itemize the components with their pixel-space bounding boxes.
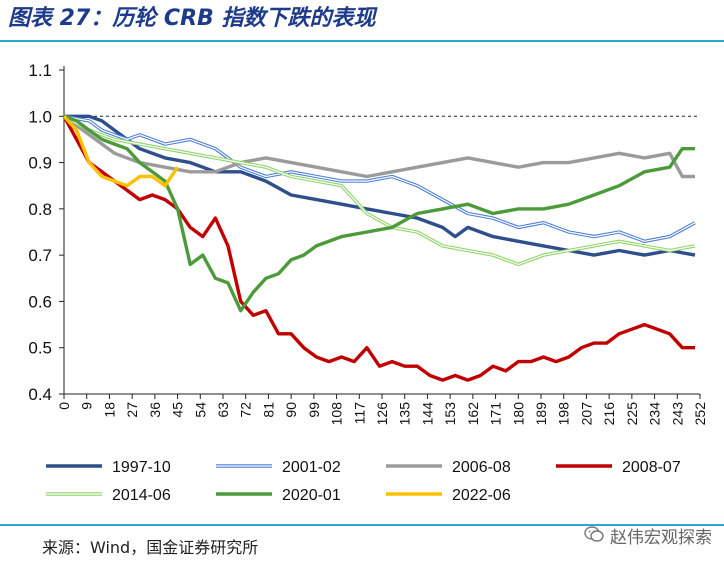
x-tick-label: 99 [306, 402, 322, 418]
legend-label: 2014-06 [112, 487, 171, 504]
x-tick-label: 81 [260, 402, 276, 418]
legend-label: 1997-10 [112, 459, 171, 476]
wechat-icon [584, 525, 604, 551]
legend-item-1997-10: 1997-10 [46, 459, 171, 476]
x-tick-label: 207 [578, 402, 594, 426]
x-tick-label: 9 [79, 402, 95, 410]
legend-item-2020-01: 2020-01 [216, 487, 341, 504]
series-line-inner-2014-06 [63, 115, 696, 265]
series-line-inner-2001-02 [63, 115, 696, 242]
x-tick-label: 18 [101, 402, 117, 418]
watermark: 赵伟宏观探索 [584, 525, 712, 551]
x-tick-label: 36 [147, 402, 163, 418]
legend-label: 2001-02 [282, 459, 341, 476]
y-tick-label: 0.5 [28, 339, 52, 358]
x-tick-label: 54 [192, 402, 208, 418]
x-tick-label: 90 [283, 402, 299, 418]
x-tick-label: 0 [56, 402, 72, 410]
x-tick-label: 180 [510, 402, 526, 426]
chart-title: 图表 27：历轮 CRB 指数下跌的表现 [8, 6, 376, 31]
legend-item-2006-08: 2006-08 [386, 459, 511, 476]
x-tick-label: 144 [419, 402, 435, 426]
x-tick-label: 135 [397, 402, 413, 426]
legend-item-2008-07: 2008-07 [556, 459, 681, 476]
legend-label: 2020-01 [282, 487, 341, 504]
legend-label: 2022-06 [452, 487, 511, 504]
x-tick-label: 225 [624, 402, 640, 426]
x-tick-label: 126 [374, 402, 390, 426]
line-chart: 0.4 0.5 0.6 0.7 0.8 0.9 1.0 1.1 0 9 18 27 36 45 54 63 72… [28, 61, 708, 504]
x-tick-label: 153 [442, 402, 458, 426]
series-lines [62, 114, 696, 382]
y-tick-label: 0.8 [28, 200, 52, 219]
legend-label: 2006-08 [452, 459, 511, 476]
y-tick-label: 0.7 [28, 246, 52, 265]
x-tick-label: 45 [170, 402, 186, 418]
x-tick-label: 108 [329, 402, 345, 426]
x-tick-label: 171 [488, 402, 504, 426]
x-tick-label: 189 [533, 402, 549, 426]
y-tick-label: 0.9 [28, 154, 52, 173]
x-tick-label: 117 [351, 402, 367, 425]
x-tick-label: 216 [601, 402, 617, 426]
x-tick-label: 243 [669, 402, 685, 426]
watermark-text: 赵伟宏观探索 [610, 528, 712, 548]
series-line-2022-06 [62, 115, 180, 188]
series-line-2014-06 [63, 114, 696, 267]
chart-legend: 1997-10 2001-02 2006-08 2008-07 2014-06 2020-… [46, 459, 681, 504]
x-tick-label: 234 [647, 402, 663, 426]
title-divider [0, 40, 724, 42]
y-tick-label: 0.6 [28, 292, 52, 311]
legend-item-2022-06: 2022-06 [386, 487, 511, 504]
x-tick-label: 198 [556, 402, 572, 426]
chart-axes: 0.4 0.5 0.6 0.7 0.8 0.9 1.0 1.1 0 9 18 27 36 45 54 63 72… [28, 61, 708, 425]
legend-label: 2008-07 [622, 459, 681, 476]
source-note: 来源：Wind，国金证券研究所 [42, 538, 259, 557]
x-tick-label: 63 [215, 402, 231, 418]
series-line-2008-07 [62, 115, 695, 382]
x-tick-label: 162 [465, 402, 481, 426]
x-tick-label: 252 [692, 402, 708, 426]
y-tick-label: 1.1 [28, 61, 52, 80]
x-tick-label: 27 [124, 402, 140, 418]
y-tick-label: 1.0 [28, 107, 52, 126]
legend-item-2014-06: 2014-06 [46, 487, 171, 504]
series-line-2006-08 [62, 114, 695, 179]
x-tick-label: 72 [238, 402, 254, 418]
footer-divider [0, 524, 724, 526]
y-tick-label: 0.4 [28, 385, 52, 404]
series-line-2020-01 [63, 114, 695, 313]
legend-item-2001-02: 2001-02 [216, 459, 341, 476]
